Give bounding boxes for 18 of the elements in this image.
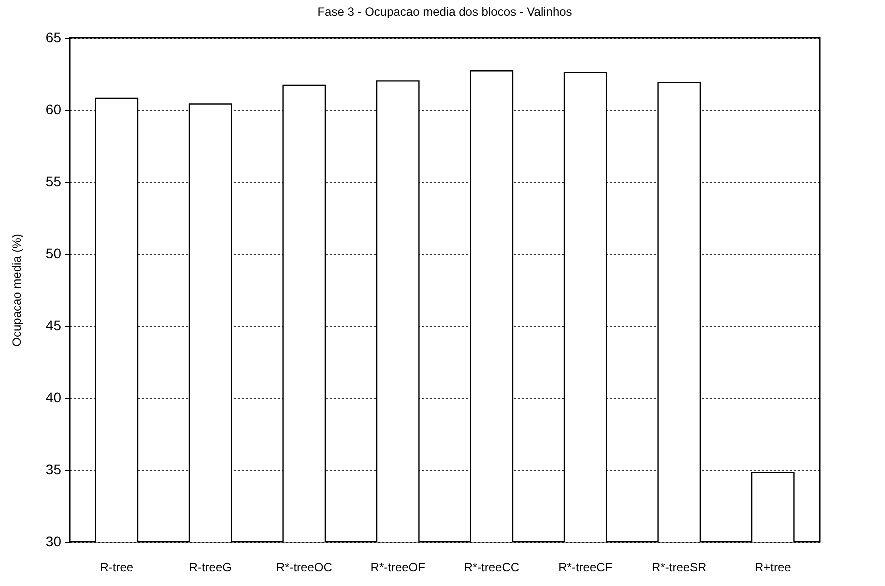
- x-tick-label: R*-treeOC: [276, 560, 333, 574]
- y-tick-label: 30: [46, 534, 62, 550]
- y-tick-label: 35: [46, 462, 62, 478]
- y-tick-label: 55: [46, 174, 62, 190]
- x-tick-label: R*-treeSR: [652, 560, 708, 574]
- x-tick-label: R-treeG: [189, 560, 232, 574]
- chart-title: Fase 3 - Ocupacao media dos blocos - Valinhos: [318, 5, 572, 19]
- y-tick-label: 65: [46, 30, 62, 46]
- y-tick-label: 45: [46, 318, 62, 334]
- y-tick-label: 60: [46, 102, 62, 118]
- x-tick-label: R*-treeOF: [370, 560, 426, 574]
- y-axis-title: Ocupacao media (%): [10, 234, 24, 347]
- x-tick-label: R*-treeCF: [558, 560, 613, 574]
- x-tick-label: R+tree: [754, 560, 792, 574]
- y-tick-label: 50: [46, 246, 62, 262]
- x-tick-label: R-tree: [100, 560, 134, 574]
- y-tick-label: 40: [46, 390, 62, 406]
- x-tick-label: R*-treeCC: [464, 560, 520, 574]
